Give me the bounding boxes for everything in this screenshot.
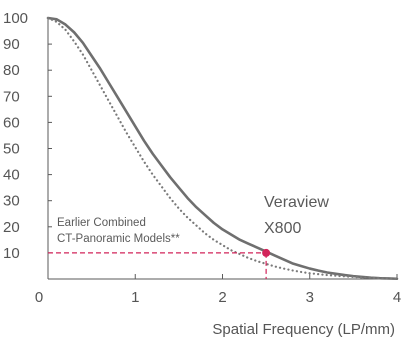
x-axis-label: Spatial Frequency (LP/mm)	[212, 321, 395, 338]
y-tick-label: 50	[3, 141, 20, 158]
x-tick-label: 0	[35, 289, 43, 306]
y-tick-label: 10	[3, 245, 20, 262]
annotation-veraview-line1: Veraview	[264, 194, 329, 211]
annotation-veraview-line2: X800	[264, 220, 301, 237]
y-tick-label: 30	[3, 193, 20, 210]
series-line-veraview-x800	[46, 16, 399, 281]
x-tick-label: 3	[306, 289, 314, 306]
x-tick-label: 1	[131, 289, 139, 306]
y-tick-label: 20	[3, 219, 20, 236]
y-tick-label: 40	[3, 167, 20, 184]
x-tick-label: 4	[393, 289, 401, 306]
y-tick-label: 60	[3, 114, 20, 131]
annotation-earlier-line2: CT-Panoramic Models**	[57, 233, 180, 245]
y-tick-label: 90	[3, 36, 20, 53]
y-tick-label: 70	[3, 88, 20, 105]
y-tick-label: 100	[3, 10, 28, 27]
x-tick-label: 2	[218, 289, 226, 306]
marker-point	[262, 248, 271, 257]
annotation-earlier-line1: Earlier Combined	[57, 217, 146, 229]
y-tick-label: 80	[3, 62, 20, 79]
